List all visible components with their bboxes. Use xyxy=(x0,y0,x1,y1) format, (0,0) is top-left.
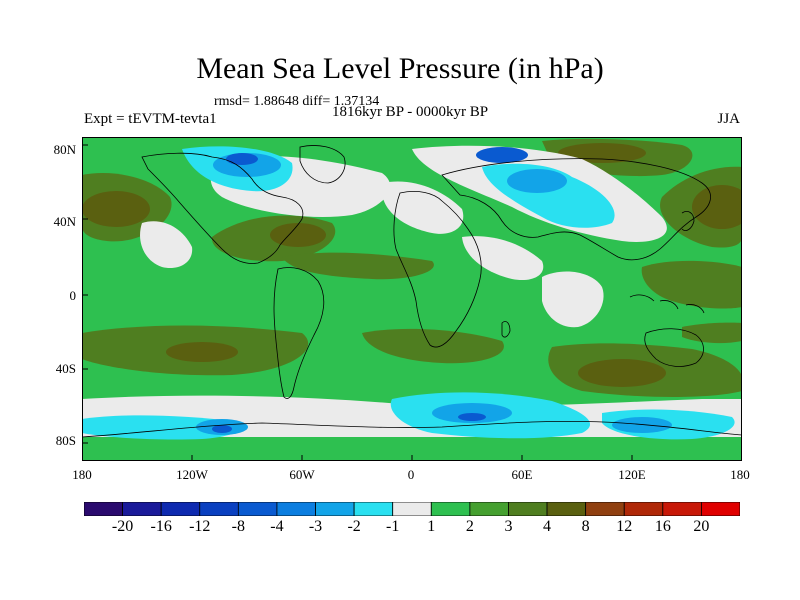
colorbar-label: 3 xyxy=(504,518,513,535)
hudson-strong-negative xyxy=(226,153,258,165)
lon-label-60e: 60E xyxy=(511,467,533,482)
colorbar-label: 12 xyxy=(616,518,633,535)
coastlines xyxy=(82,145,742,438)
colorbar-label: 20 xyxy=(693,518,710,535)
equatorial-indian-high xyxy=(641,260,742,309)
tropical-atlantic-high xyxy=(282,252,434,280)
greenland-coast xyxy=(299,145,346,184)
antarctic-strong-negative-b xyxy=(458,413,486,421)
lat-label-80s: 80S xyxy=(55,433,76,448)
arctic-strong-negative xyxy=(476,147,528,163)
colorbar-swatch xyxy=(276,502,316,516)
lon-label-180w: 180 xyxy=(72,467,92,482)
colorbar-label: -3 xyxy=(308,518,323,535)
colorbar-label: 16 xyxy=(654,518,671,535)
lon-label-120e: 120E xyxy=(618,467,646,482)
colorbar-label: 1 xyxy=(427,518,436,535)
antarctica-coast xyxy=(82,420,742,438)
colorbar-label: 8 xyxy=(581,518,590,535)
lat-label-80n: 80N xyxy=(53,142,76,157)
colorbar-swatch xyxy=(84,502,123,516)
season-label: JJA xyxy=(717,111,740,127)
colorbar-swatch xyxy=(701,502,740,516)
colorbar-label: -20 xyxy=(111,518,134,535)
indonesia-coast xyxy=(629,294,705,314)
north-atlantic-core xyxy=(270,223,326,247)
antarctic-strong-negative xyxy=(212,425,232,433)
colorbar-label: -4 xyxy=(270,518,284,535)
colorbar-swatch xyxy=(160,502,201,516)
colorbar-label: -12 xyxy=(189,518,211,535)
west-pacific-core xyxy=(692,185,742,229)
axis-ticks xyxy=(82,144,633,461)
colorbar-label: -2 xyxy=(347,518,361,535)
colorbar-label: -8 xyxy=(231,518,245,535)
colorbar-swatch xyxy=(122,502,162,516)
lat-label-40s: 40S xyxy=(55,361,76,376)
madagascar-coast xyxy=(501,321,511,338)
japan-coast xyxy=(681,211,695,231)
colorbar-swatch xyxy=(662,502,702,516)
colorbar-swatch xyxy=(199,502,239,516)
colorbar xyxy=(84,502,740,516)
lon-label-0: 0 xyxy=(407,467,415,482)
colorbar-swatch xyxy=(508,502,548,516)
north-america-coast xyxy=(141,152,304,264)
north-africa-neutral xyxy=(462,236,544,281)
colorbar-swatch xyxy=(237,502,278,516)
south-pacific-core xyxy=(166,342,238,362)
australia-coast xyxy=(644,328,704,367)
colorbar-swatch xyxy=(353,502,394,516)
east-pacific-high xyxy=(682,322,742,344)
colorbar-label: 4 xyxy=(543,518,552,535)
south-atlantic-high xyxy=(362,328,504,364)
europe-africa-coast xyxy=(393,191,482,348)
negative-high-regions xyxy=(212,147,528,433)
lon-label-60w: 60W xyxy=(289,467,315,482)
north-pacific-core xyxy=(82,191,150,227)
colorbar-swatch xyxy=(430,502,471,516)
north-pacific-neutral xyxy=(140,221,193,269)
colorbar-swatch xyxy=(546,502,587,516)
stats-label: rmsd= 1.88648 diff= 1.37134 xyxy=(214,94,380,109)
colorbar-swatch xyxy=(585,502,625,516)
lon-label-120w: 120W xyxy=(176,467,208,482)
pressure-anomaly-map xyxy=(82,137,742,461)
south-america-coast xyxy=(273,267,325,399)
south-indian-core xyxy=(578,359,666,387)
indian-ocean-neutral xyxy=(542,271,604,328)
colorbar-label: -1 xyxy=(386,518,400,535)
colorbar-swatch xyxy=(392,502,432,516)
colorbar-label: 2 xyxy=(465,518,474,535)
arctic-core xyxy=(558,143,646,163)
period-label: 1816kyr BP - 0000kyr BP xyxy=(331,104,489,120)
lat-label-0: 0 xyxy=(69,288,77,303)
north-atlantic-neutral xyxy=(381,181,464,234)
antarctic-mid-negative-c xyxy=(612,417,672,433)
colorbar-swatch xyxy=(469,502,509,516)
strong-positive-cores xyxy=(82,143,742,387)
colorbar-label: -16 xyxy=(150,518,172,535)
eurasia-mid-negative xyxy=(507,169,567,193)
colorbar-swatch xyxy=(315,502,355,516)
lon-label-180e: 180 xyxy=(730,467,750,482)
map-title: Mean Sea Level Pressure (in hPa) xyxy=(196,52,604,85)
lat-label-40n: 40N xyxy=(53,214,76,229)
eurasia-coast xyxy=(441,158,711,261)
colorbar-swatch xyxy=(623,502,664,516)
experiment-label: Expt = tEVTM-tevta1 xyxy=(84,111,217,127)
